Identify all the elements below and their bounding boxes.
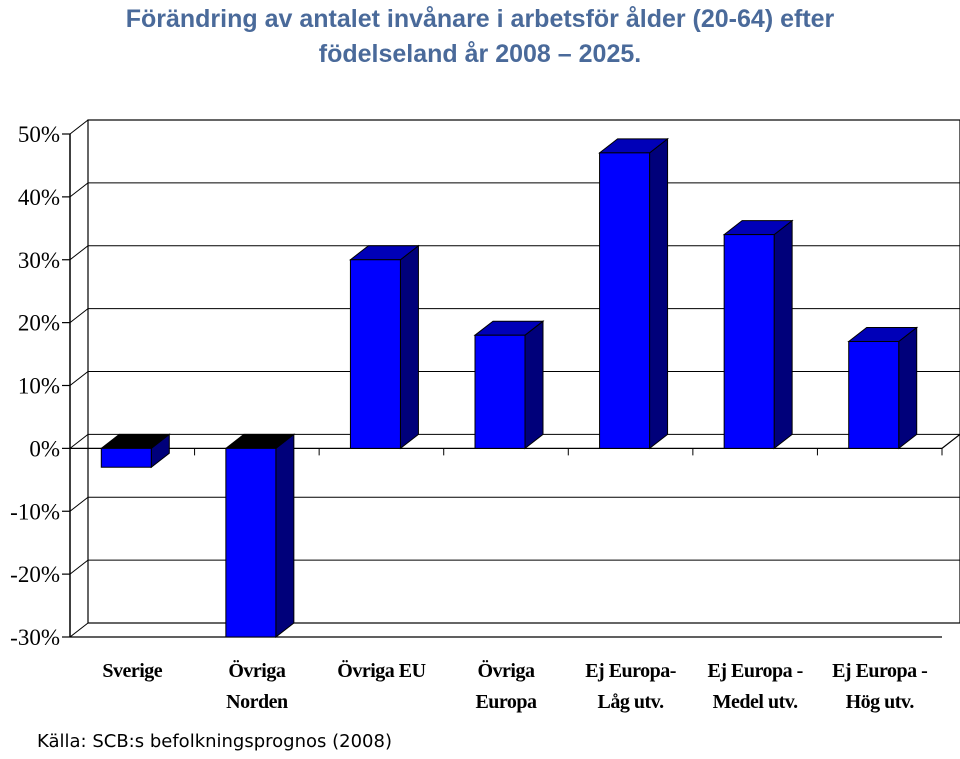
bar [473,320,545,450]
category-label: Övriga EU [337,659,425,682]
bar-front [349,259,401,449]
gridline-depth [69,371,89,386]
category-label: Ej Europa -Medel utv. [708,660,803,713]
gridline-depth [69,622,89,638]
chart-title-line-1: Förändring av antalet invånare i arbetsf… [125,5,835,33]
bar-side [773,219,793,450]
bar [847,326,919,450]
y-tick-label: 20% [18,311,60,336]
source-note: Källa: SCB:s befolkningsprognos (2008) [37,731,392,752]
gridline-depth [69,433,89,449]
bar [348,244,420,450]
bar-front [474,334,526,449]
bar-front [100,447,152,468]
y-tick-label: 40% [18,185,60,210]
bar-side [898,326,918,450]
gridline-depth [69,245,89,261]
category-label: Övriga Europa [475,659,537,713]
gridline-depth [69,182,89,198]
bar [598,137,670,450]
y-tick-label: 0% [29,436,60,461]
y-tick-label: 10% [18,374,60,399]
category-label: Sverige [102,660,162,682]
bar-front [723,234,775,449]
category-label: Ej Europa -Hög utv. [832,660,927,713]
bar-side [524,320,544,450]
bar-layer [99,137,919,639]
bar [224,433,296,639]
bar-front [848,340,900,449]
gridline-depth [69,308,89,324]
y-tick-label: 30% [18,248,60,273]
gridline-depth [69,496,89,512]
chart-title: Förändring av antalet invånare i arbetsf… [0,2,960,72]
chart-title-line-2: födelseland år 2008 – 2025. [318,40,642,68]
bar-side [275,433,295,639]
label-layer: 50% 40% 30% 20% 10% 0% -10% -20% -30% Sverige Övri… [10,122,928,713]
bar-side [649,137,669,450]
category-label: Övriga Norden [226,659,288,713]
bar-front [225,447,277,638]
y-tick-label: -20% [10,562,60,587]
category-label: Ej Europa-Låg utv. [585,660,676,713]
bar-side [399,244,419,450]
bar [722,219,794,450]
zero-line-depth [941,433,960,449]
y-tick-label: -10% [10,499,60,524]
bar-front [599,152,651,449]
y-tick-label: -30% [10,625,60,650]
gridline-depth [69,559,89,575]
y-tick-label: 50% [18,122,60,147]
bar [99,433,171,469]
gridline-depth [69,119,89,135]
